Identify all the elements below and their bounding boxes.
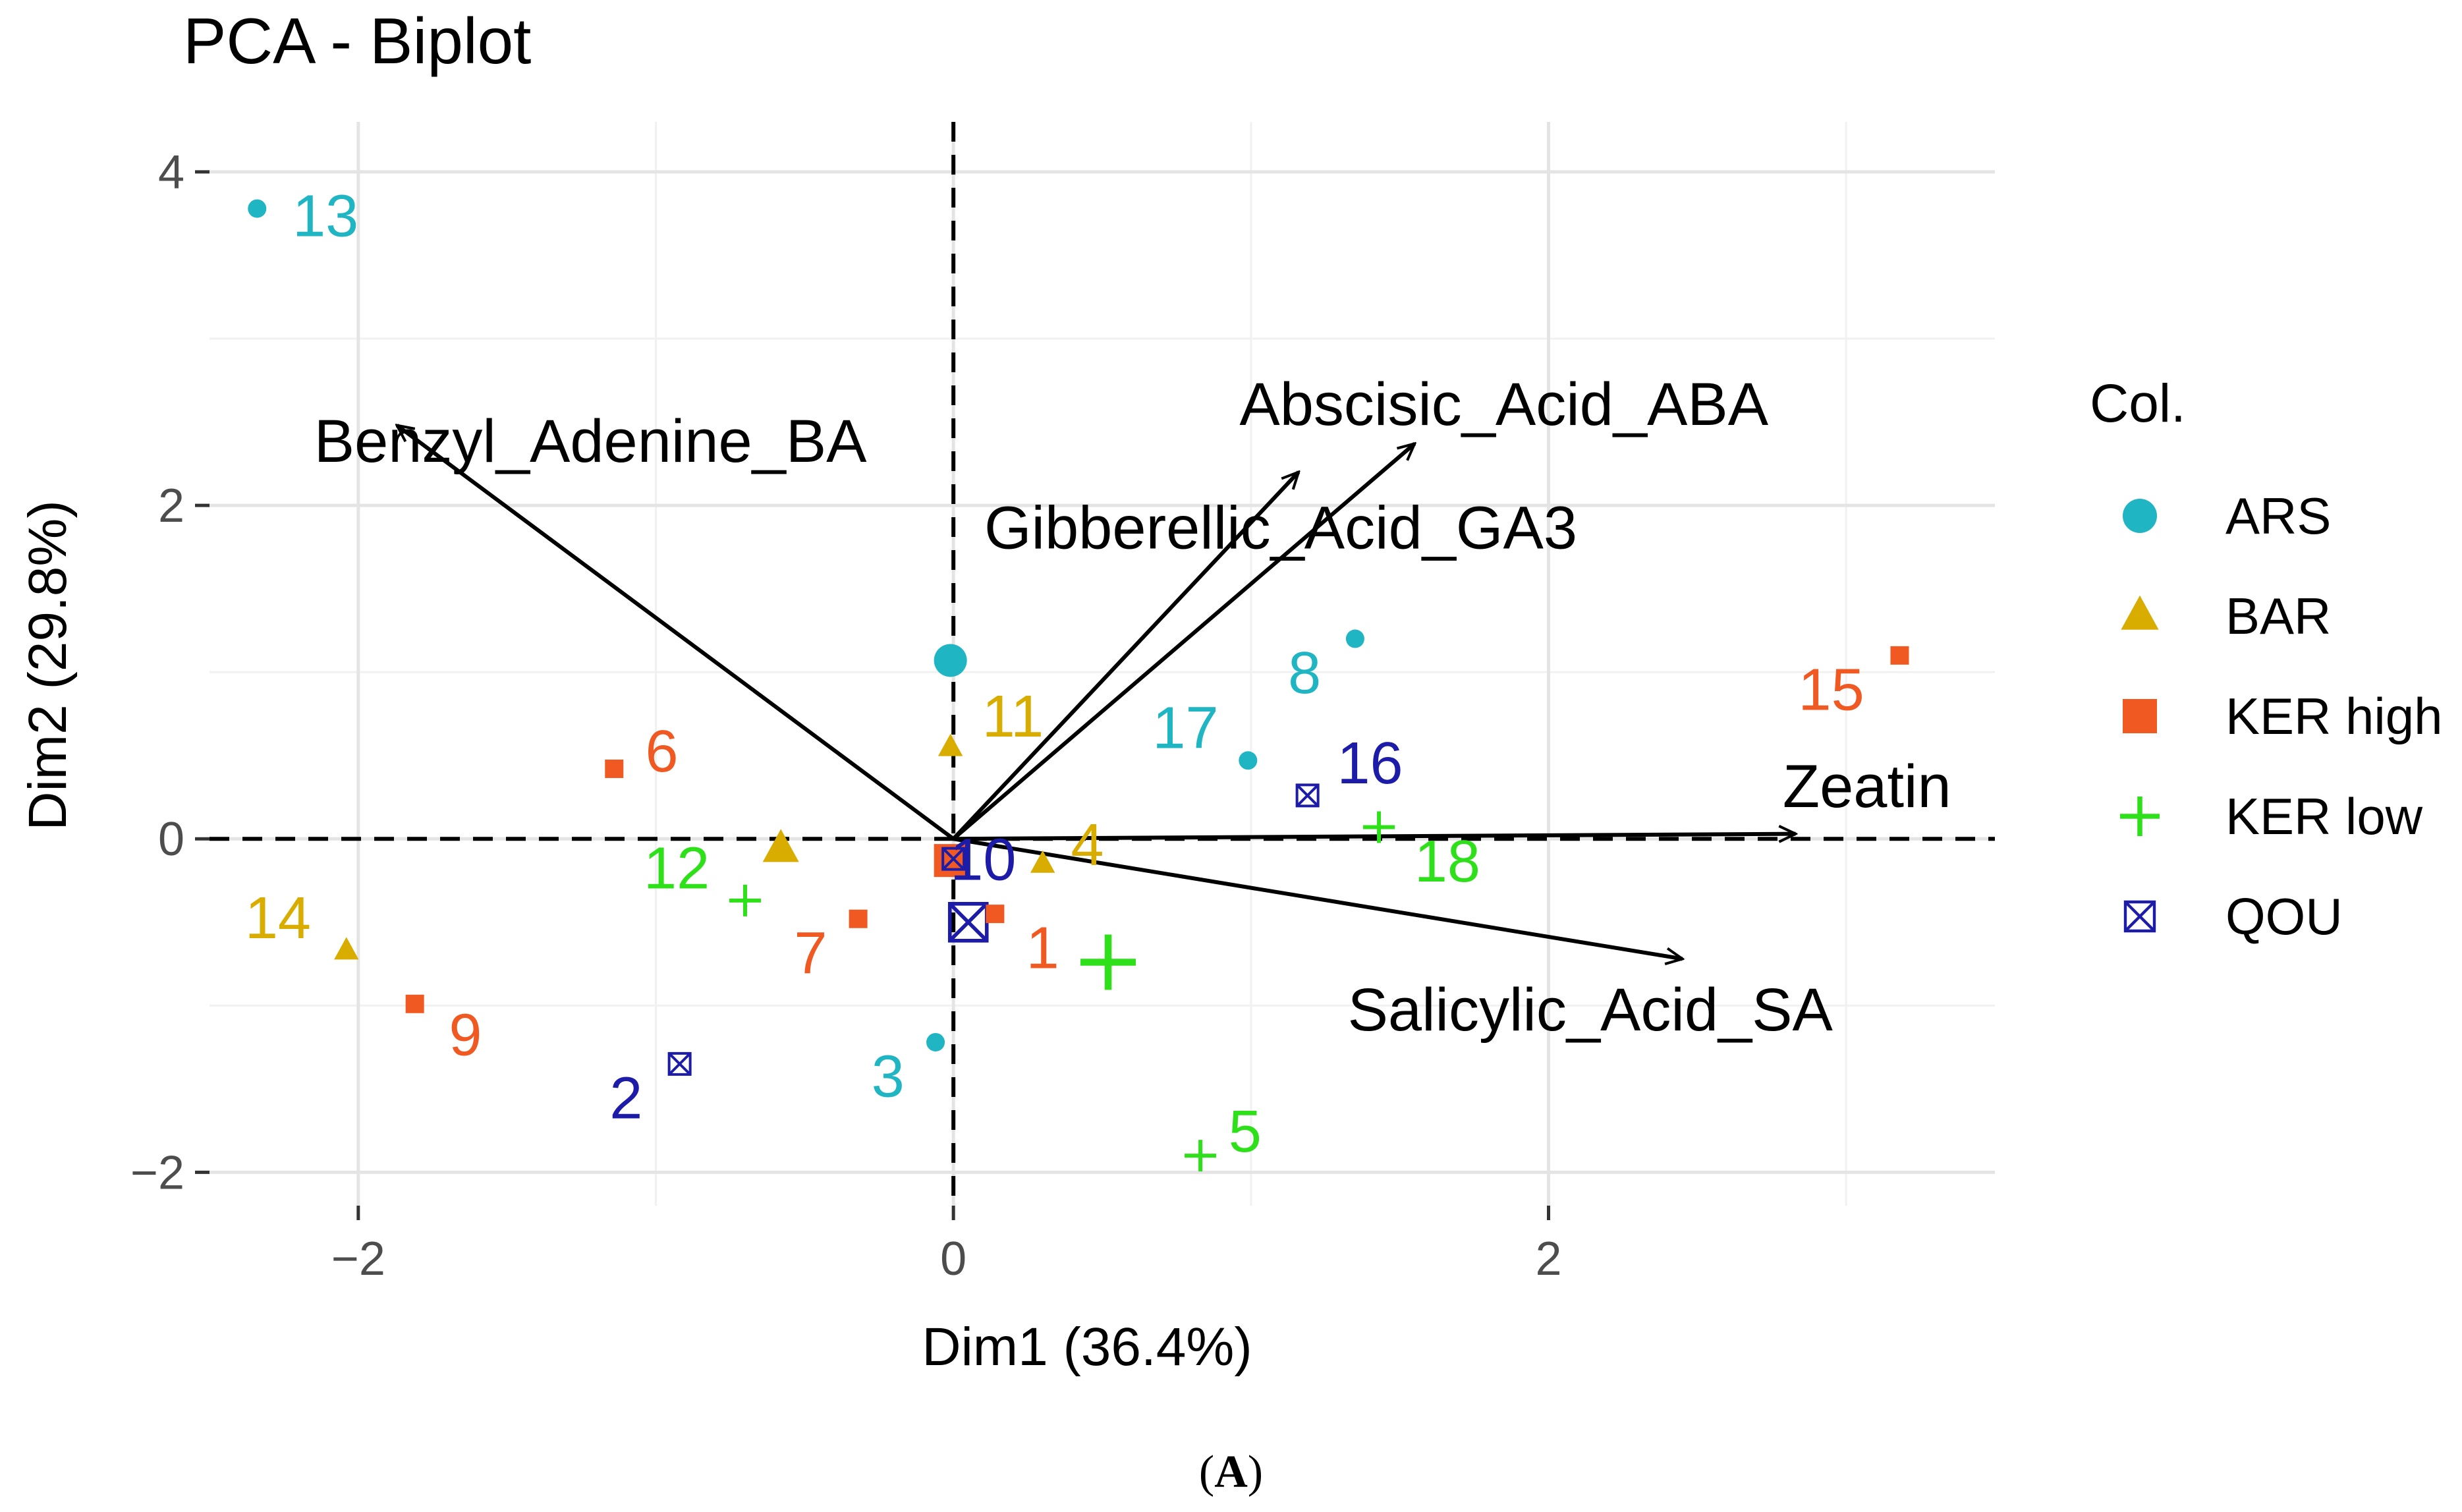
legend-title: Col. (2090, 374, 2186, 434)
point-9 (405, 994, 424, 1013)
y-tick-label: 2 (158, 480, 184, 532)
centroid-bar (762, 829, 799, 862)
legend-key-circle (2123, 499, 2157, 533)
variable-label: Abscisic_Acid_ABA (1239, 371, 1768, 438)
variable-label: Zeatin (1783, 753, 1951, 820)
point-label: 4 (1071, 812, 1104, 878)
legend-key-square (2123, 699, 2157, 733)
point-label: 15 (1799, 657, 1864, 723)
centroid-ker-low (1080, 934, 1136, 990)
point-14 (334, 937, 359, 960)
variable-label: Benzyl_Adenine_BA (314, 408, 867, 475)
arrow-salicylic-acid-sa (953, 837, 1683, 959)
point-6 (605, 759, 624, 778)
point-label: 11 (982, 684, 1044, 750)
point-2 (667, 1051, 692, 1076)
arrow-zeatin (953, 834, 1795, 839)
point-label: 3 (872, 1044, 905, 1110)
point-label: 8 (1288, 640, 1321, 706)
legend-key-plus (2120, 797, 2160, 836)
axis-ticks: −2 0 2 −2 0 2 4 (130, 146, 1562, 1285)
x-tick-label: −2 (331, 1233, 385, 1285)
point-label: 16 (1337, 731, 1403, 797)
variable-label: Gibberellic_Acid_GA3 (984, 495, 1577, 562)
legend-item-bar: BAR (2121, 587, 2331, 645)
point-label: 10 (950, 827, 1016, 893)
group-centroids (762, 644, 1136, 990)
point-label: 5 (1229, 1099, 1262, 1165)
point-16 (1295, 783, 1320, 808)
observation-points (248, 199, 1909, 1172)
point-label: 7 (794, 920, 827, 986)
y-tick-label: 0 (158, 813, 184, 866)
legend: Col. ARS BAR KER high KER low QOU (2090, 374, 2443, 945)
legend-item-qou: QOU (2123, 887, 2343, 945)
legend-item-label: KER low (2225, 787, 2423, 845)
point-5 (1185, 1140, 1217, 1172)
legend-key-boxx (2123, 900, 2156, 933)
point-label: 1 (1026, 916, 1059, 982)
legend-item-ars: ARS (2123, 487, 2331, 545)
point-label: 18 (1414, 829, 1480, 895)
point-17 (1239, 751, 1258, 770)
point-label: 2 (609, 1066, 642, 1132)
variable-arrows (397, 426, 1796, 959)
point-label: 14 (245, 885, 311, 951)
x-tick-label: 0 (940, 1233, 966, 1285)
legend-key-triangle (2121, 595, 2159, 630)
point-11 (937, 733, 963, 756)
variable-label: Salicylic_Acid_SA (1348, 976, 1833, 1044)
point-3 (926, 1032, 945, 1051)
panel-label: (A) (1198, 1447, 1264, 1498)
legend-item-label: BAR (2225, 587, 2331, 645)
point-label: 13 (293, 184, 358, 250)
legend-item-ker-low: KER low (2120, 787, 2423, 845)
point-label: 9 (449, 1002, 482, 1068)
point-7 (849, 909, 868, 928)
x-tick-label: 2 (1535, 1233, 1561, 1285)
legend-item-label: KER high (2225, 687, 2443, 745)
plot-panel (210, 122, 1995, 1206)
y-axis-label: Dim2 (29.8%) (18, 500, 78, 830)
arrow-gibberellic-acid-ga3 (951, 472, 1299, 841)
centroid-ars (934, 644, 967, 677)
point-10 (941, 847, 966, 871)
chart-title: PCA - Biplot (183, 5, 531, 77)
legend-item-ker-high: KER high (2123, 687, 2443, 745)
point-13 (248, 199, 267, 218)
point-label: 6 (646, 719, 679, 785)
x-axis-label: Dim1 (36.4%) (922, 1317, 1252, 1377)
arrow-benzyl-adenine-ba (397, 426, 955, 841)
centroid-qou (947, 901, 989, 943)
point-label: 17 (1152, 696, 1218, 762)
point-15 (1890, 646, 1909, 665)
point-label: 12 (644, 835, 710, 901)
variable-labels: Benzyl_Adenine_BA Abscisic_Acid_ABA Gibber… (314, 371, 1951, 1044)
y-tick-label: −2 (130, 1146, 184, 1199)
arrow-abscisic-acid-aba (952, 443, 1414, 841)
grid-minor (210, 122, 1995, 1206)
legend-item-label: ARS (2225, 487, 2331, 545)
point-1 (986, 905, 1005, 924)
y-tick-label: 4 (158, 146, 184, 199)
legend-item-label: QOU (2225, 887, 2343, 945)
point-12 (729, 884, 761, 916)
point-4 (1030, 850, 1055, 873)
point-18 (1363, 811, 1395, 843)
point-8 (1345, 629, 1364, 648)
